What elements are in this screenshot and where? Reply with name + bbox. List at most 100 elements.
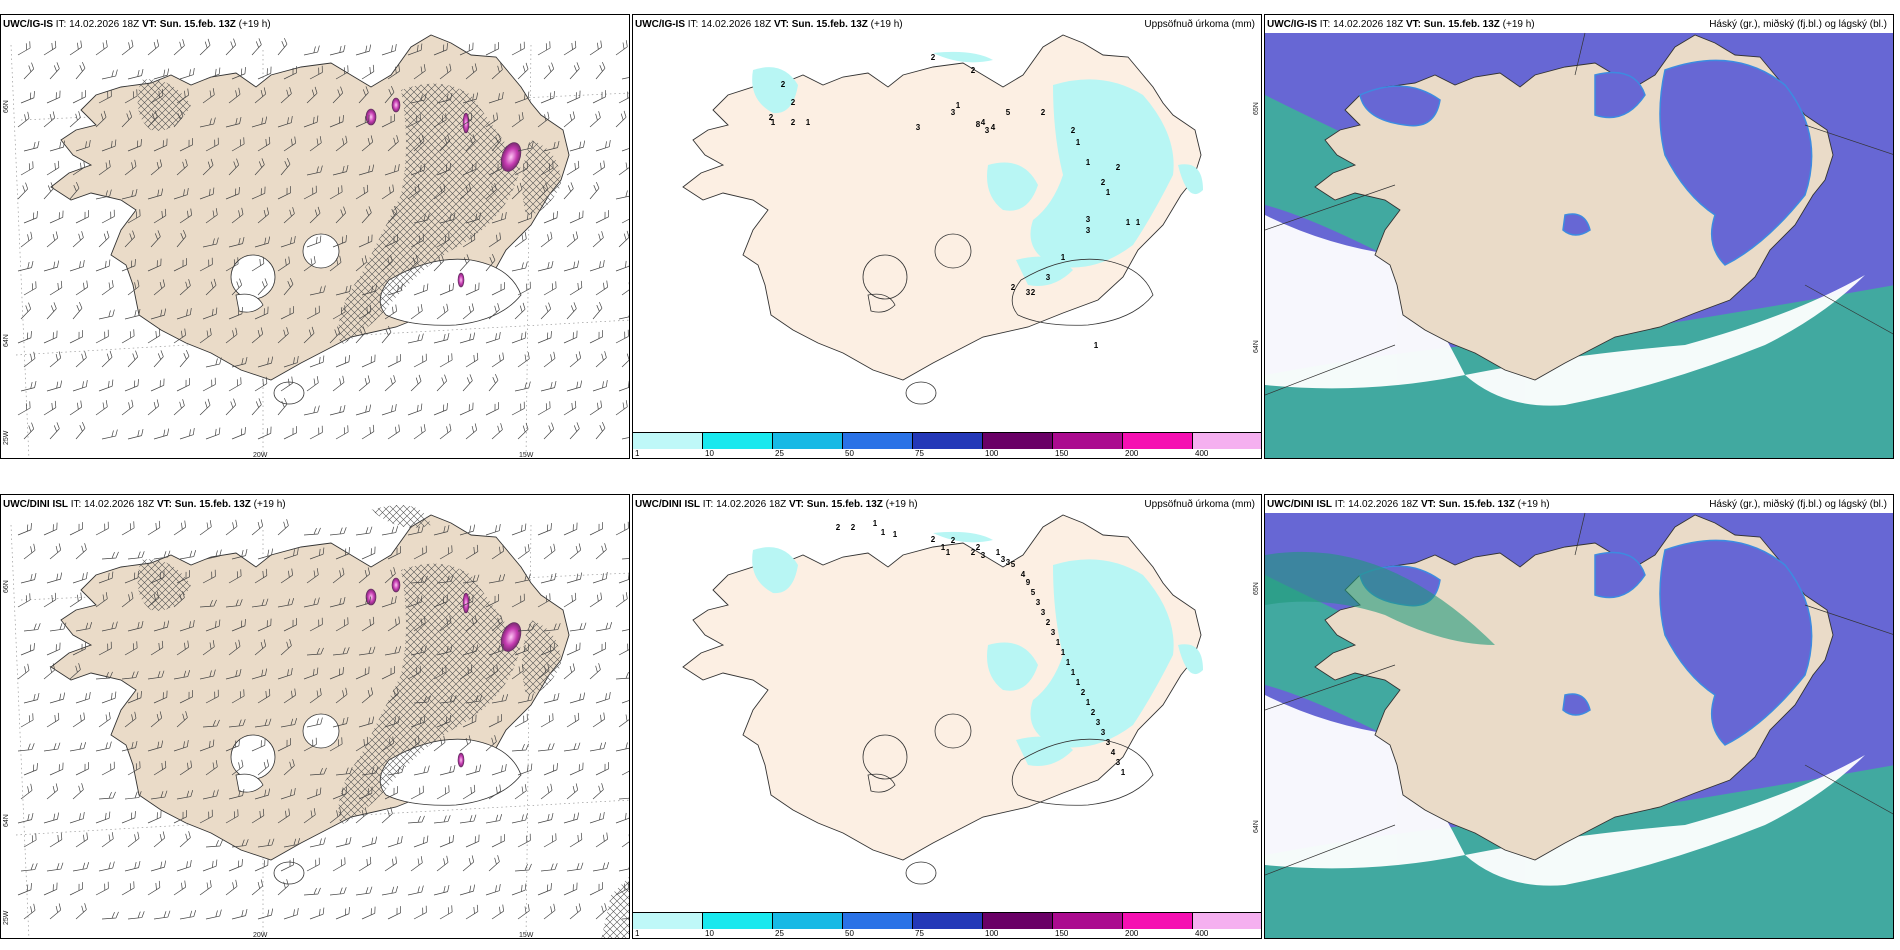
barb-shape [254,858,269,872]
wind-barb [101,832,114,848]
barb-shape [465,544,479,560]
wind-barb [43,592,57,608]
wind-barb [384,786,398,800]
barb-shape [517,422,529,440]
wind-barb [254,87,267,104]
wind-barb [150,790,168,800]
glacier-hofsjokull [934,233,972,269]
wind-barb [95,811,111,824]
wind-barb [540,713,554,728]
wind-barb [147,740,164,752]
barb-shape [306,857,320,872]
barb-shape [543,140,560,152]
wind-barb [228,788,245,800]
barb-shape [75,351,87,368]
barb-shape [615,811,629,824]
wind-barb [205,760,218,776]
barb-shape [306,787,322,800]
wind-barb [72,379,88,392]
wind-barb [202,307,218,320]
barb-shape [459,183,472,200]
wind-barb [75,61,86,80]
wind-barb [361,687,374,704]
wind-barb [566,90,581,104]
precip-value-label: 1 [806,118,811,127]
wind-barb [43,111,56,128]
wind-barb [251,256,265,272]
wind-barb [439,835,454,848]
wind-barb [202,88,215,104]
barb-shape [514,302,526,320]
barb-shape [621,429,629,440]
wind-barb [277,186,291,200]
barb-shape [251,668,268,680]
wind-barb [173,880,186,896]
wind-barb [361,135,374,152]
lead-time: (+19 h) [870,19,903,30]
wind-barb [462,644,479,656]
wind-barb [381,325,392,344]
wind-barb [465,134,476,152]
precip-value-label: 1 [1094,341,1099,350]
barb-shape [488,643,504,656]
barb-shape [384,375,396,392]
barb-shape [303,185,317,200]
wind-barb [43,742,61,752]
barb-shape [309,837,326,848]
wind-barb [332,305,346,320]
barb-shape [153,279,166,296]
barb-shape [407,333,424,344]
wind-barb [491,904,504,920]
barb-shape [49,210,64,224]
wind-barb [306,376,319,392]
valid-time: Sun. 15.feb. 13Z [1438,499,1515,510]
barb-shape [615,521,629,536]
wind-barb [465,63,478,80]
wind-barb [75,210,89,224]
barb-shape [511,182,523,200]
precip-area-north [933,531,993,543]
barb-shape [543,351,556,368]
wind-barb [485,183,497,200]
barb-shape [589,111,601,128]
precip-area-north [933,51,993,63]
wind-barb [228,719,246,728]
wind-barb [202,859,218,872]
glacier-hofsjokull [934,713,972,749]
barb-shape [592,160,605,176]
wind-barb [228,236,245,248]
barb-shape [537,111,550,128]
panel-cloud-row1: UWC/IG-IS IT: 14.02.2026 18Z VT: Sun. 15… [1264,14,1894,459]
wind-barb [101,551,119,560]
precip-value-label: 2 [1046,618,1051,627]
wind-barb [615,40,628,56]
barb-shape [251,116,268,128]
wind-barb [517,281,531,296]
wind-barb [381,114,395,128]
wind-barb [387,64,400,80]
precip-area-east [1030,79,1174,268]
wind-barb [488,643,504,656]
barb-shape [563,111,576,128]
wind-barb [436,303,449,320]
barb-shape [46,90,61,104]
wind-barb [20,231,33,248]
wind-barb [17,812,34,824]
barb-shape [413,835,429,848]
barb-shape [251,327,264,344]
barb-shape [335,547,350,560]
wind-barb [569,832,583,848]
barb-shape [20,161,34,176]
wind-barb [335,617,349,632]
barb-shape [150,640,164,656]
barb-shape [566,302,577,320]
colorbar-swatch [633,913,703,929]
wind-barb [257,136,271,152]
wind-barb [17,260,34,272]
wind-barb [595,421,606,440]
wind-barb [280,639,292,656]
barb-shape [46,302,57,320]
colorbar-swatch [843,913,913,929]
barb-shape [459,814,477,824]
wind-barb [459,594,474,608]
